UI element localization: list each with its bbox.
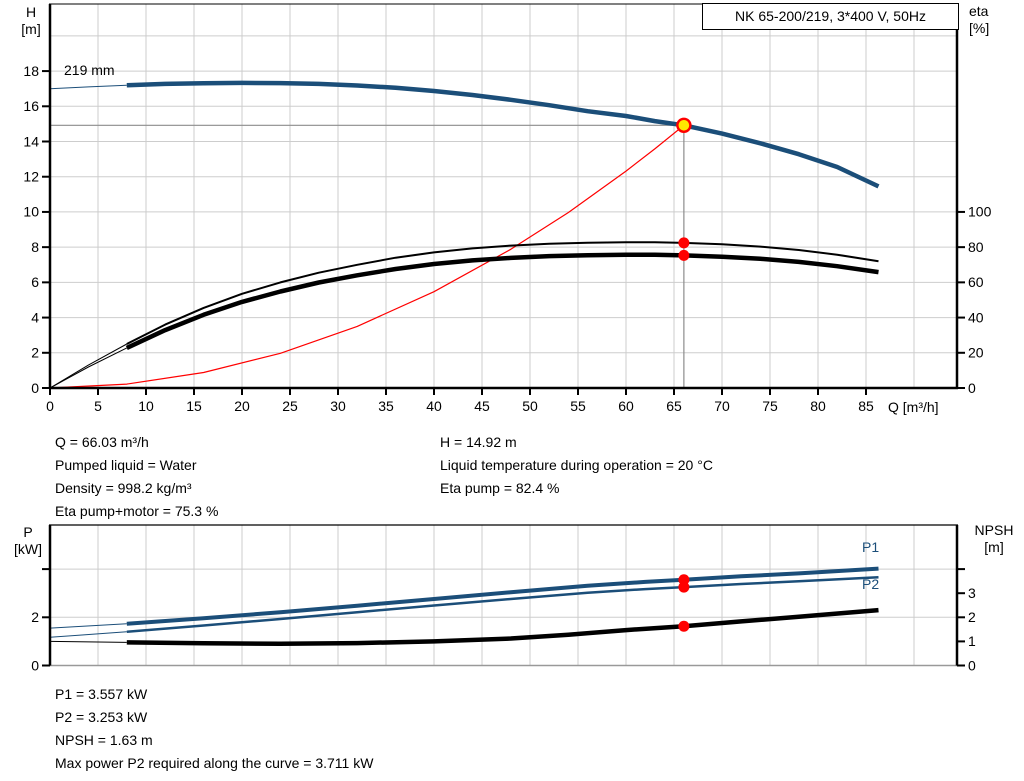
system-curve (49, 124, 685, 389)
x-tick-label: 5 (94, 398, 102, 414)
y-right-tick-label: 0 (968, 380, 976, 396)
info-density: Density = 998.2 kg/m³ (55, 480, 192, 496)
y-right-tick-label: 40 (968, 309, 984, 325)
npsh-axis-unit-text: [m] (984, 539, 1004, 555)
p2-point (678, 581, 690, 593)
p2-curve (49, 576, 879, 638)
eta-pump-point (678, 237, 690, 249)
q-axis-unit: Q [m³/h] (888, 399, 939, 415)
y-right-tick-label: 2 (968, 609, 976, 625)
x-tick-label: 35 (378, 398, 394, 414)
x-tick-label: 80 (810, 398, 826, 414)
power-npsh-chart: 0 2 0 1 2 3 (31, 524, 976, 673)
x-tick-label: 30 (330, 398, 346, 414)
info-max-power: Max power P2 required along the curve = … (55, 755, 374, 771)
info-npsh: NPSH = 1.63 m (55, 732, 153, 748)
y-left-tick-label: 18 (23, 63, 39, 79)
y-left-tick-label: 6 (31, 274, 39, 290)
x-tick-label: 45 (474, 398, 490, 414)
pump-type-title: NK 65-200/219, 3*400 V, 50Hz (702, 3, 959, 30)
p-axis-unit: P [kW] (8, 524, 48, 558)
eta-axis-unit: eta [%] (969, 3, 989, 37)
x-tick-label: 40 (426, 398, 442, 414)
y-left-tick-label: 2 (31, 345, 39, 361)
impeller-diameter-label: 219 mm (64, 62, 115, 78)
qh-eta-chart: 0 5 10 15 20 25 30 35 40 45 50 55 60 65 70 75 80 85 0 2 4 6 8 1… (23, 3, 992, 414)
y-right-tick-label: 3 (968, 585, 976, 601)
x-tick-label: 15 (186, 398, 202, 414)
y-left-tick-label: 2 (31, 609, 39, 625)
y-left-tick-label: 10 (23, 204, 39, 220)
x-tick-label: 50 (522, 398, 538, 414)
eta-pump-motor-point (678, 249, 690, 261)
info-pumped-liquid: Pumped liquid = Water (55, 457, 197, 473)
x-tick-label: 75 (762, 398, 778, 414)
x-tick-label: 25 (282, 398, 298, 414)
info-h: H = 14.92 m (440, 434, 517, 450)
info-liquid-temperature: Liquid temperature during operation = 20… (440, 457, 713, 473)
h-axis-symbol: H (25, 4, 37, 20)
info-p2: P2 = 3.253 kW (55, 709, 148, 725)
y-right-tick-label: 100 (968, 204, 992, 220)
y-left-tick-label: 8 (31, 239, 39, 255)
y-right-tick-label: 20 (968, 345, 984, 361)
eta-axis-symbol: eta (969, 3, 989, 19)
x-tick-label: 60 (618, 398, 634, 414)
y-right-tick-label: 80 (968, 239, 984, 255)
y-right-tick-label: 0 (968, 657, 976, 673)
npsh-axis-symbol: NPSH (974, 522, 1014, 538)
eta-axis-unit-text: [%] (969, 20, 990, 36)
gridlines (50, 4, 957, 388)
y-left-tick-label: 0 (31, 657, 39, 673)
y-left-tick-label: 16 (23, 98, 39, 114)
axis-ticks: 0 5 10 15 20 25 30 35 40 45 50 55 60 65 70 75 80 85 0 2 4 6 8 1… (23, 63, 991, 414)
eta-pump-curve (49, 241, 879, 389)
info-eta-pump: Eta pump = 82.4 % (440, 480, 560, 496)
x-tick-label: 0 (46, 398, 54, 414)
h-axis-unit: H [m] (12, 4, 50, 38)
x-tick-label: 55 (570, 398, 586, 414)
eta-pump-motor-curve (49, 252, 879, 389)
y-left-tick-label: 14 (23, 133, 39, 149)
npsh-axis-unit: NPSH [m] (966, 522, 1022, 556)
x-tick-label: 20 (234, 398, 250, 414)
y-right-tick-label: 60 (968, 274, 984, 290)
duty-point (676, 117, 692, 134)
axis-ticks: 0 2 0 1 2 3 (31, 568, 976, 673)
x-tick-label: 70 (714, 398, 730, 414)
p1-curve-label: P1 (862, 539, 880, 555)
y-left-tick-label: 0 (31, 380, 39, 396)
duty-info-left: Q = 66.03 m³/h Pumped liquid = Water Den… (55, 431, 218, 523)
y-left-tick-label: 4 (31, 309, 39, 325)
h-axis-unit-text: [m] (21, 21, 41, 37)
p2-curve-label: P2 (862, 576, 880, 592)
npsh-curve (49, 607, 879, 647)
qh-curve (49, 80, 880, 189)
p1-curve (49, 566, 879, 629)
info-eta-pump-motor: Eta pump+motor = 75.3 % (55, 503, 219, 519)
y-left-tick-label: 12 (23, 169, 39, 185)
p-axis-unit-text: [kW] (14, 541, 42, 557)
info-p1: P1 = 3.557 kW (55, 686, 148, 702)
duty-info-right: H = 14.92 m Liquid temperature during op… (440, 431, 713, 500)
y-right-tick-label: 1 (968, 633, 976, 649)
npsh-point (678, 620, 690, 632)
x-tick-label: 10 (138, 398, 154, 414)
x-tick-label: 85 (858, 398, 874, 414)
p-axis-symbol: P (23, 524, 33, 540)
info-q: Q = 66.03 m³/h (55, 434, 149, 450)
x-tick-label: 65 (666, 398, 682, 414)
power-info: P1 = 3.557 kW P2 = 3.253 kW NPSH = 1.63 … (55, 683, 373, 775)
